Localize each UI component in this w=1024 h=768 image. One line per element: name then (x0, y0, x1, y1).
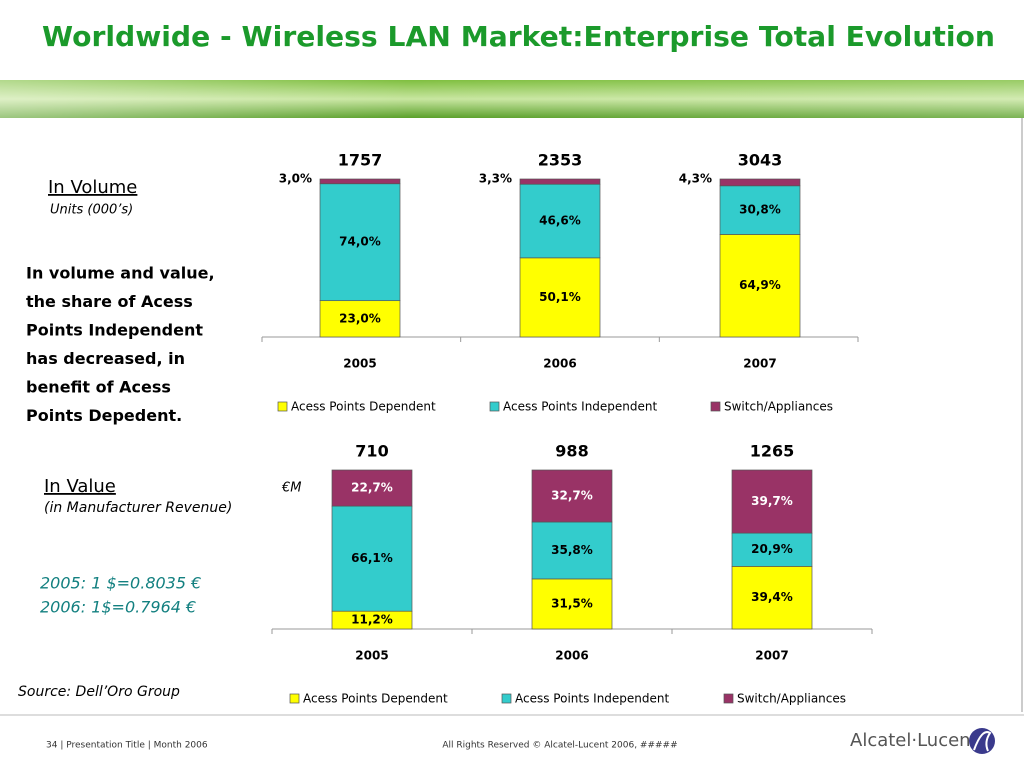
data-label: 46,6% (539, 214, 581, 228)
bar-segment (731, 469, 813, 534)
total-label: 710 (355, 442, 388, 461)
data-label: 64,9% (739, 278, 781, 292)
legend-swatch (710, 401, 721, 412)
logo-text: Alcatel·Lucent (850, 730, 978, 751)
bar-segment (719, 185, 801, 235)
bar-segment (531, 578, 613, 630)
note-line: the share of Acess (26, 292, 193, 311)
volume-label: In Volume (48, 177, 137, 198)
legend-swatch (289, 693, 300, 704)
value-label: In Value (44, 476, 116, 497)
value-units: (in Manufacturer Revenue) (44, 500, 232, 516)
x-tick-label: 2006 (543, 357, 576, 371)
data-label: 3,0% (279, 172, 312, 186)
x-tick-label: 2007 (755, 649, 788, 663)
bar-segment (319, 183, 401, 302)
bar-segment (719, 178, 801, 187)
legend-swatch (723, 693, 734, 704)
legend-swatch (277, 401, 288, 412)
total-label: 1265 (750, 442, 795, 461)
data-label: 66,1% (351, 551, 393, 565)
legend-label: Acess Points Dependent (291, 400, 436, 414)
bar-segment (331, 469, 413, 507)
data-label: 30,8% (739, 203, 781, 217)
rate: 2006: 1$=0.7964 € (40, 598, 196, 617)
total-label: 2353 (538, 151, 583, 170)
x-tick-label: 2005 (355, 649, 388, 663)
total-label: 1757 (338, 151, 383, 170)
data-label: 39,7% (751, 494, 793, 508)
bar-segment (319, 178, 401, 185)
total-label: 988 (555, 442, 588, 461)
data-label: 32,7% (551, 488, 593, 502)
note-line: In volume and value, (26, 264, 215, 283)
footer-center: All Rights Reserved © Alcatel-Lucent 200… (442, 741, 677, 751)
data-label: 74,0% (339, 235, 381, 249)
legend-label: Acess Points Independent (515, 692, 670, 706)
volume-units: Units (000’s) (50, 203, 133, 218)
data-label: 31,5% (551, 596, 593, 610)
bar-segment (331, 505, 413, 612)
bar-segment (519, 183, 601, 259)
note-line: has decreased, in (26, 349, 185, 368)
bar-segment (531, 521, 613, 580)
data-label: 4,3% (679, 172, 712, 186)
note-line: Points Independent (26, 321, 203, 340)
note-line: benefit of Acess (26, 378, 171, 397)
data-label: 20,9% (751, 542, 793, 556)
x-tick-label: 2005 (343, 357, 376, 371)
bar-segment (731, 532, 813, 567)
unit-label: €M (281, 481, 302, 496)
legend-label: Acess Points Independent (503, 400, 658, 414)
legend-swatch (501, 693, 512, 704)
bar-segment (719, 234, 801, 338)
bar-segment (731, 566, 813, 630)
note-line: Points Depedent. (26, 406, 182, 425)
x-tick-label: 2007 (743, 357, 776, 371)
x-tick-label: 2006 (555, 649, 588, 663)
data-label: 39,4% (751, 590, 793, 604)
data-label: 11,2% (351, 613, 393, 627)
legend-swatch (489, 401, 500, 412)
data-label: 3,3% (479, 172, 512, 186)
logo-icon (969, 728, 995, 754)
note: In volume and value, the share of Acess Po… (26, 264, 215, 426)
slide-title: Worldwide - Wireless LAN Market:Enterpri… (42, 20, 995, 53)
legend-label: Acess Points Dependent (303, 692, 448, 706)
header-band-shade (0, 80, 1024, 118)
bar-segment (531, 469, 613, 523)
data-label: 23,0% (339, 311, 381, 325)
source: Source: Dell’Oro Group (18, 684, 180, 700)
data-label: 35,8% (551, 543, 593, 557)
legend-label: Switch/Appliances (737, 692, 846, 706)
legend-label: Switch/Appliances (724, 400, 833, 414)
bar-segment (519, 178, 601, 185)
data-label: 22,7% (351, 481, 393, 495)
rate: 2005: 1 $=0.8035 € (40, 574, 201, 593)
data-label: 50,1% (539, 290, 581, 304)
total-label: 3043 (738, 151, 783, 170)
footer-left: 34 | Presentation Title | Month 2006 (46, 741, 208, 751)
bar-segment (519, 257, 601, 338)
